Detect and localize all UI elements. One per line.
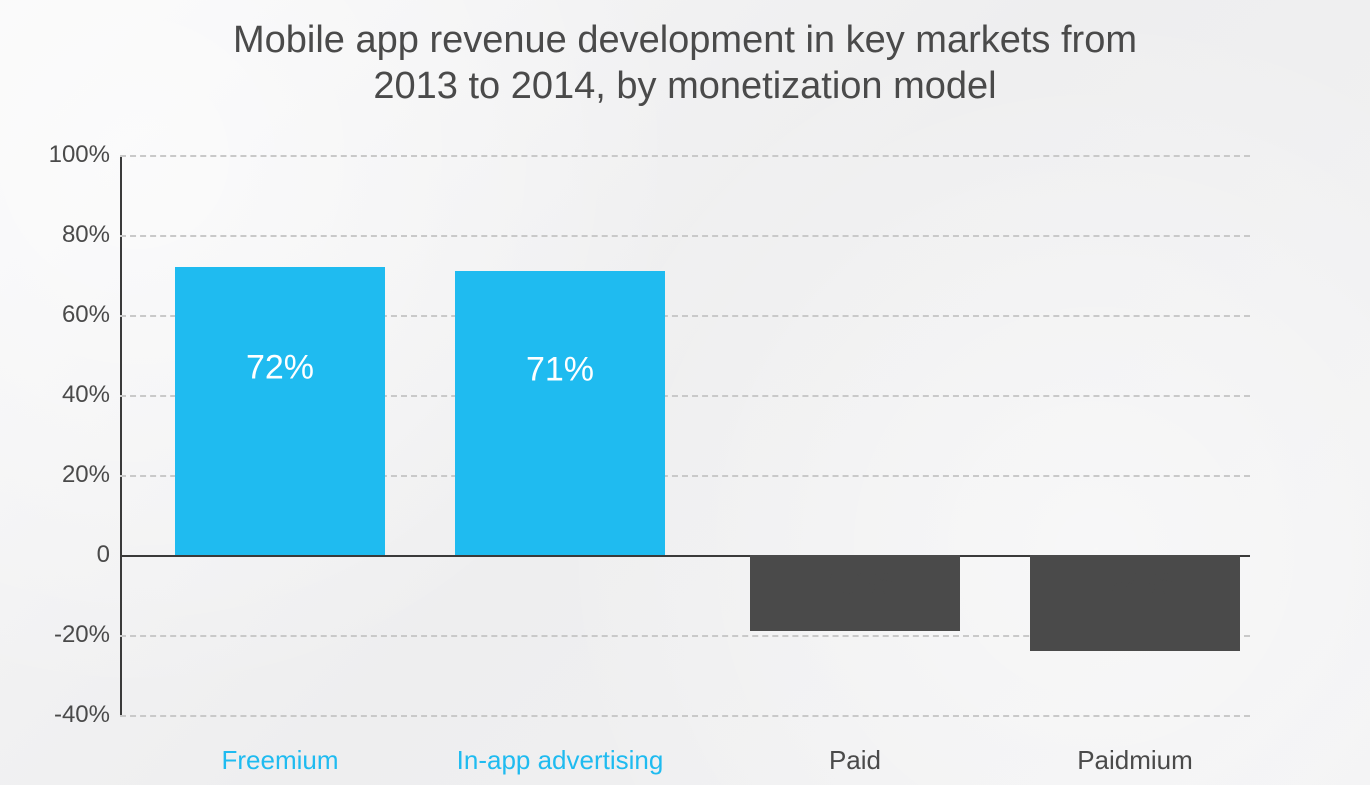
ytick-label: -40% [20, 701, 110, 729]
ytick-label: 80% [20, 221, 110, 249]
plot-area: -40%-20%020%40%60%80%100%72%Freemium71%I… [120, 155, 1250, 715]
ytick-label: 0 [20, 541, 110, 569]
bar-chart: -40%-20%020%40%60%80%100%72%Freemium71%I… [120, 155, 1310, 715]
gridline [120, 155, 1250, 157]
ytick-label: 60% [20, 301, 110, 329]
gridline [120, 235, 1250, 237]
ytick-label: 20% [20, 461, 110, 489]
gridline [120, 715, 1250, 717]
bar-value-label: -24% [1030, 565, 1240, 604]
bar: 71% [455, 271, 665, 555]
bar-value-label: 72% [175, 348, 385, 387]
ytick-label: -20% [20, 621, 110, 649]
ytick-label: 40% [20, 381, 110, 409]
x-category-label: In-app advertising [415, 745, 705, 776]
x-category-label: Paidmium [990, 745, 1280, 776]
bar: 72% [175, 267, 385, 555]
ytick-label: 100% [20, 141, 110, 169]
chart-title-line1: Mobile app revenue development in key ma… [0, 18, 1370, 64]
x-category-label: Paid [710, 745, 1000, 776]
chart-title-line2: 2013 to 2014, by monetization model [0, 64, 1370, 110]
chart-title: Mobile app revenue development in key ma… [0, 18, 1370, 109]
bar-value-label: 71% [455, 351, 665, 390]
bar-value-label: -19% [750, 565, 960, 604]
x-category-label: Freemium [135, 745, 425, 776]
y-axis [120, 155, 122, 715]
